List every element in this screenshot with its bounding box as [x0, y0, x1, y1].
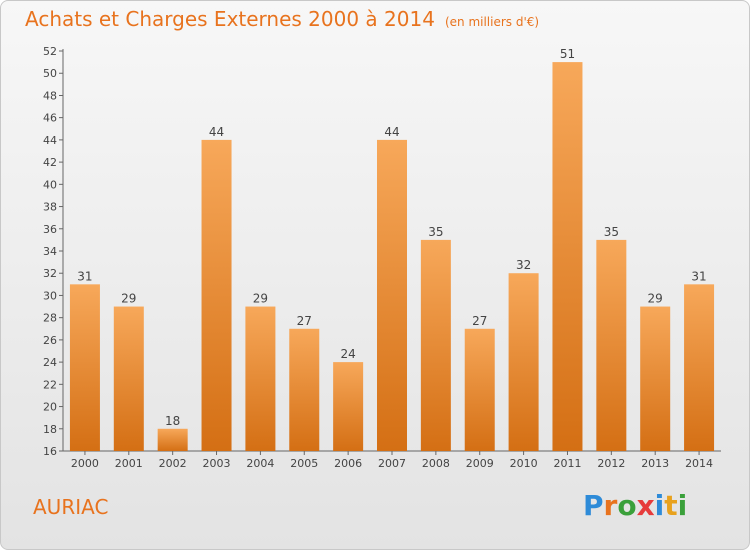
data-label: 27: [472, 314, 487, 328]
data-label: 35: [604, 225, 619, 239]
x-tick-label: 2014: [685, 457, 713, 470]
y-tick-label: 40: [43, 178, 57, 191]
data-label: 29: [253, 292, 268, 306]
y-tick-label: 48: [43, 89, 57, 102]
logo-letter: i: [677, 489, 688, 522]
data-label: 35: [428, 225, 443, 239]
y-tick-label: 50: [43, 67, 57, 80]
bar: [684, 284, 715, 451]
x-tick-label: 2010: [510, 457, 538, 470]
place-name: AURIAC: [33, 495, 109, 519]
x-tick-label: 2006: [334, 457, 362, 470]
data-label: 44: [209, 125, 224, 139]
logo-letter: x: [636, 489, 655, 522]
data-label: 44: [384, 125, 399, 139]
x-tick-label: 2001: [115, 457, 143, 470]
bar: [552, 62, 583, 451]
data-label: 27: [297, 314, 312, 328]
logo-letter: P: [583, 489, 604, 522]
x-tick-label: 2011: [553, 457, 581, 470]
x-tick-label: 2002: [159, 457, 187, 470]
x-tick-label: 2004: [246, 457, 274, 470]
y-tick-label: 32: [43, 267, 57, 280]
y-tick-label: 42: [43, 156, 57, 169]
y-tick-label: 38: [43, 201, 57, 214]
logo-letter: i: [654, 489, 665, 522]
logo-letter: t: [664, 489, 678, 522]
y-tick-label: 30: [43, 289, 57, 302]
title-text: Achats et Charges Externes 2000 à 2014: [25, 7, 435, 31]
bar: [157, 428, 188, 451]
proxiti-logo: Proxiti: [583, 489, 687, 522]
bar: [69, 284, 100, 451]
bar: [245, 306, 276, 451]
y-tick-label: 20: [43, 401, 57, 414]
bar: [464, 328, 495, 451]
x-tick-label: 2005: [290, 457, 318, 470]
x-tick-label: 2008: [422, 457, 450, 470]
data-label: 32: [516, 258, 531, 272]
y-tick-label: 16: [43, 445, 57, 458]
data-label: 31: [77, 269, 92, 283]
bar: [596, 239, 627, 451]
chart-title: Achats et Charges Externes 2000 à 2014 (e…: [25, 7, 539, 31]
bar: [508, 273, 539, 451]
bar: [377, 139, 407, 451]
y-tick-label: 24: [43, 356, 57, 369]
y-tick-label: 44: [43, 134, 57, 147]
y-tick-label: 28: [43, 312, 57, 325]
y-tick-label: 52: [43, 45, 57, 58]
bar: [289, 328, 320, 451]
x-tick-label: 2013: [641, 457, 669, 470]
y-tick-label: 46: [43, 112, 57, 125]
y-tick-label: 34: [43, 245, 57, 258]
data-label: 29: [121, 292, 136, 306]
bar: [333, 362, 364, 451]
data-label: 18: [165, 414, 180, 428]
y-tick-label: 22: [43, 378, 57, 391]
bar: [420, 239, 451, 451]
y-tick-label: 26: [43, 334, 57, 347]
bar: [201, 139, 232, 451]
bar: [640, 306, 671, 451]
bar: [113, 306, 144, 451]
logo-letter: o: [617, 489, 637, 522]
chart-subtitle: (en milliers d'€): [444, 15, 540, 29]
x-tick-label: 2007: [378, 457, 406, 470]
x-tick-label: 2000: [71, 457, 99, 470]
y-tick-label: 18: [43, 423, 57, 436]
x-tick-label: 2003: [203, 457, 231, 470]
y-tick-label: 36: [43, 223, 57, 236]
x-tick-label: 2012: [597, 457, 625, 470]
data-label: 24: [340, 347, 355, 361]
data-label: 29: [648, 292, 663, 306]
data-label: 51: [560, 47, 575, 61]
logo-letter: r: [603, 489, 618, 522]
x-tick-label: 2009: [466, 457, 494, 470]
data-label: 31: [691, 269, 706, 283]
